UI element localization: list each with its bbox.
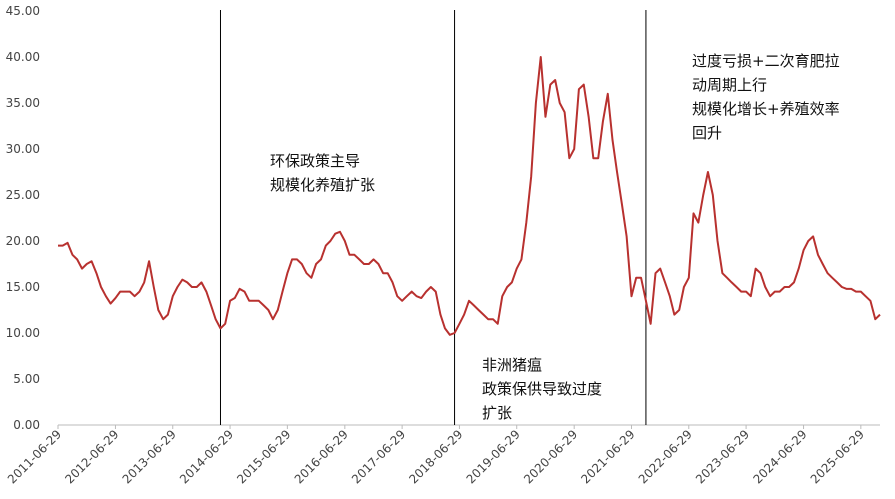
y-tick-label: 30.00	[6, 142, 40, 156]
x-tick-label: 2017-06-29	[349, 427, 408, 486]
annotation: 扩张	[482, 404, 512, 422]
x-tick-label: 2021-06-29	[578, 427, 637, 486]
y-tick-label: 15.00	[6, 280, 40, 294]
x-tick-label: 2024-06-29	[750, 427, 809, 486]
annotation: 环保政策主导	[270, 152, 360, 170]
y-tick-label: 45.00	[6, 4, 40, 18]
x-tick-label: 2013-06-29	[120, 427, 179, 486]
x-tick-label: 2019-06-29	[464, 427, 523, 486]
y-tick-label: 20.00	[6, 234, 40, 248]
annotation: 规模化增长+养殖效率	[692, 100, 840, 118]
annotation: 回升	[692, 124, 722, 142]
x-tick-label: 2023-06-29	[693, 427, 752, 486]
y-tick-label: 25.00	[6, 188, 40, 202]
x-tick-label: 2018-06-29	[406, 427, 465, 486]
x-tick-label: 2015-06-29	[234, 427, 293, 486]
y-tick-label: 35.00	[6, 96, 40, 110]
x-tick-label: 2012-06-29	[62, 427, 121, 486]
x-tick-label: 2022-06-29	[636, 427, 695, 486]
price-line	[58, 56, 881, 336]
annotation: 非洲猪瘟	[482, 356, 542, 374]
y-tick-label: 5.00	[13, 372, 40, 386]
x-tick-label: 2025-06-29	[808, 427, 867, 486]
y-tick-label: 0.00	[13, 418, 40, 432]
y-tick-label: 10.00	[6, 326, 40, 340]
annotation: 动周期上行	[692, 76, 767, 94]
annotation: 过度亏损+二次育肥拉	[692, 52, 840, 70]
x-tick-label: 2020-06-29	[521, 427, 580, 486]
annotation: 规模化养殖扩张	[270, 176, 375, 194]
x-tick-label: 2011-06-29	[5, 427, 64, 486]
y-tick-label: 40.00	[6, 50, 40, 64]
x-tick-label: 2014-06-29	[177, 427, 236, 486]
annotation: 政策保供导致过度	[482, 380, 602, 398]
x-tick-label: 2016-06-29	[292, 427, 351, 486]
